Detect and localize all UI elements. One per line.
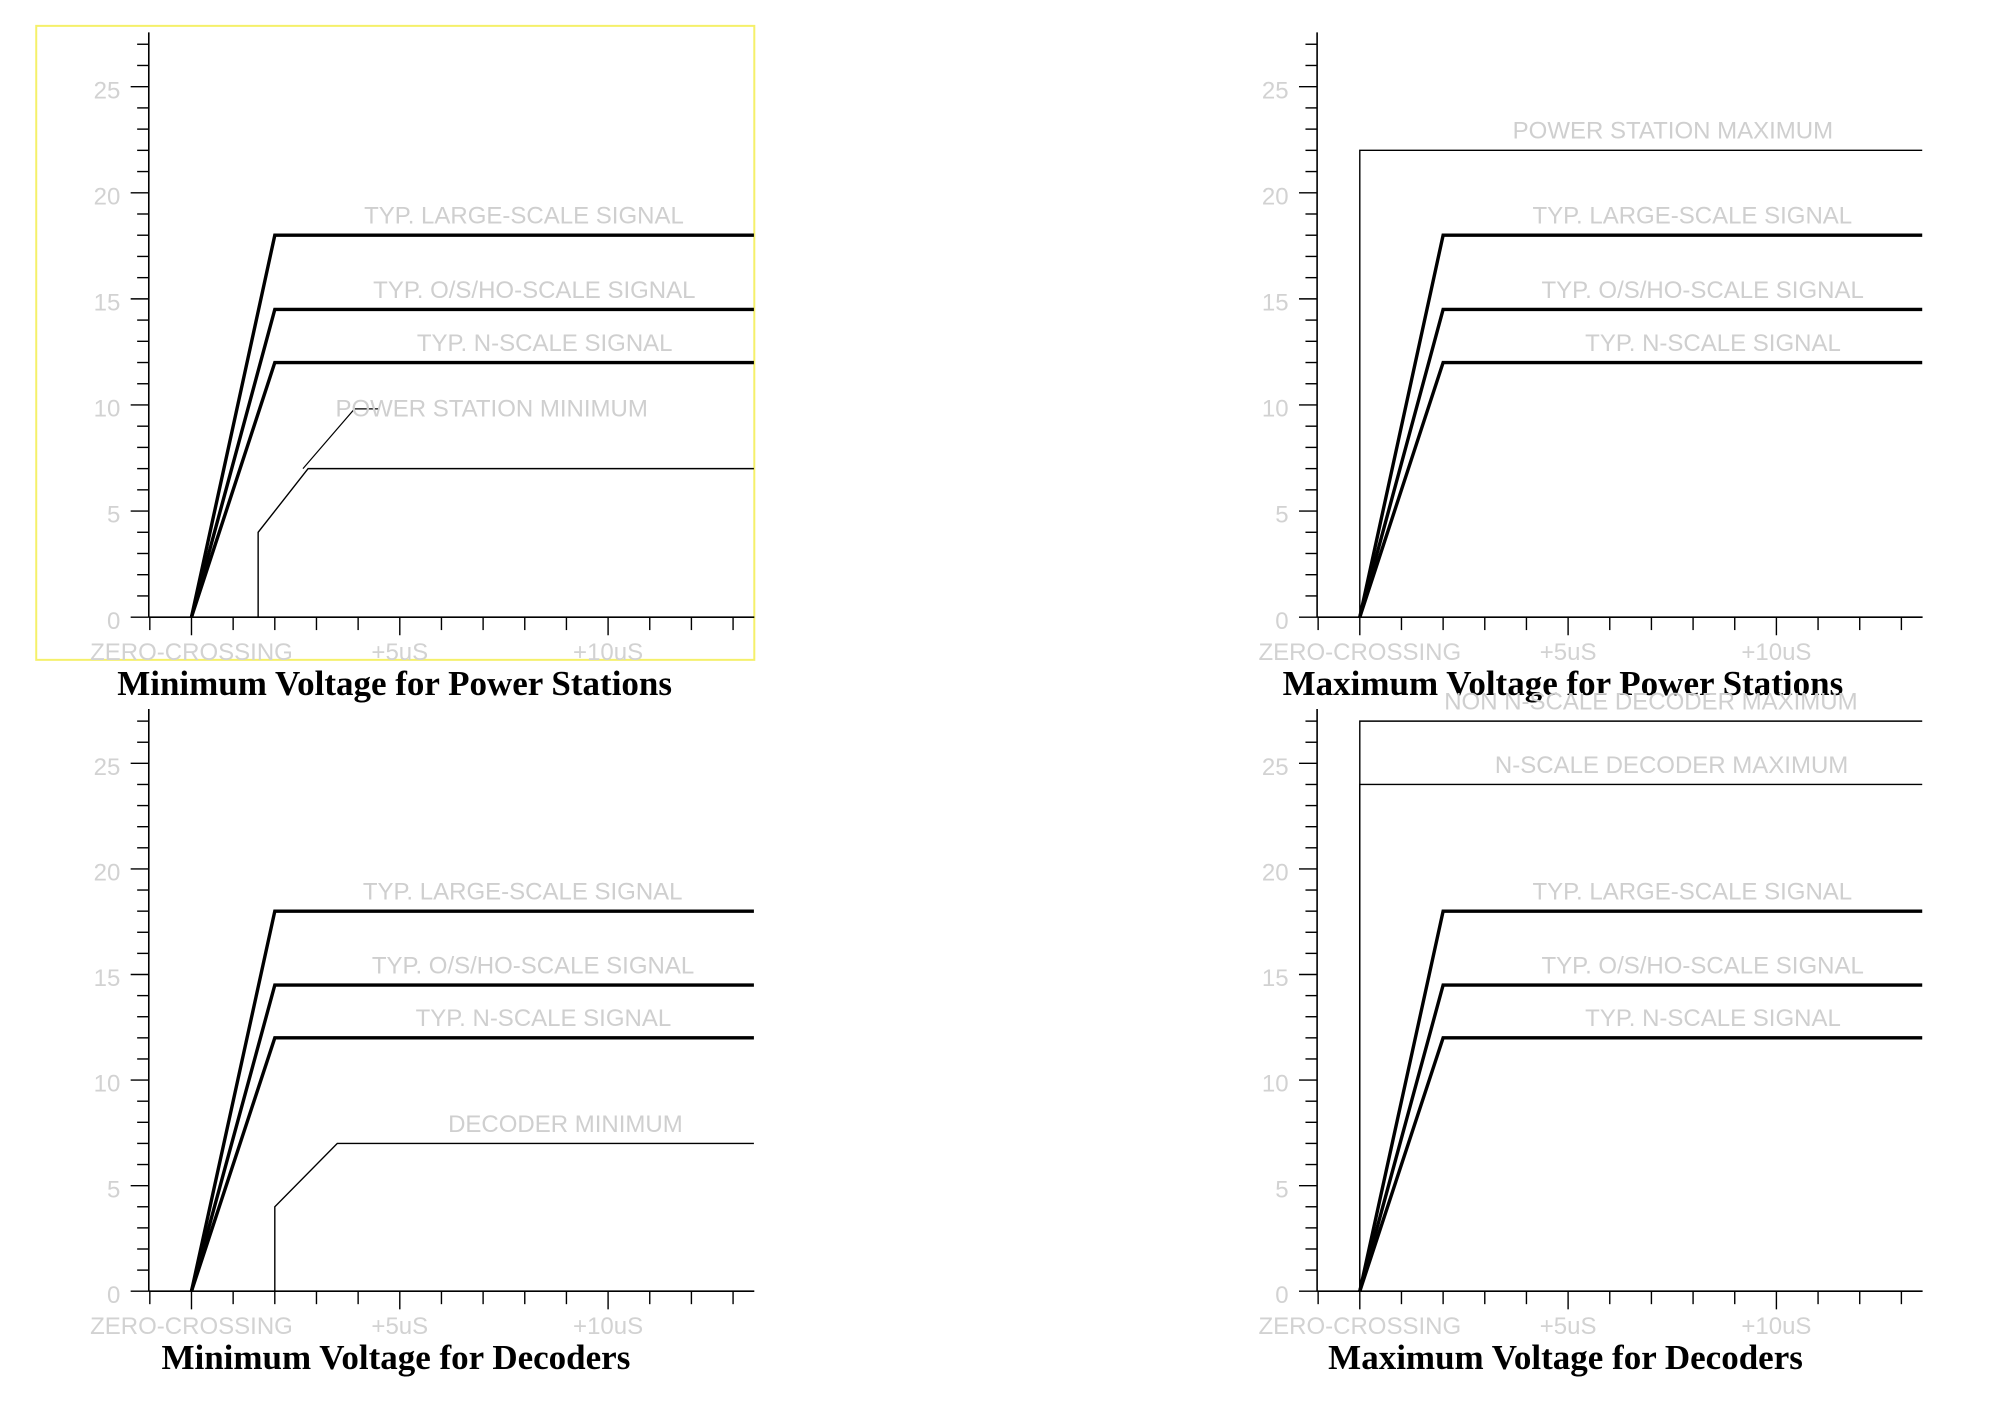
series-line xyxy=(1358,307,1923,618)
series-label: TYP. LARGE-SCALE SIGNAL xyxy=(363,879,683,906)
series-line xyxy=(1358,983,1923,1292)
series-line xyxy=(257,467,754,618)
series-label: POWER STATION MAXIMUM xyxy=(1513,118,1833,145)
x-tick-label: +10uS xyxy=(1741,1313,1811,1340)
series-label: TYP. LARGE-SCALE SIGNAL xyxy=(364,203,684,230)
y-tick-label: 25 xyxy=(1262,754,1289,781)
series-label: TYP. N-SCALE SIGNAL xyxy=(1585,1005,1841,1032)
series-line xyxy=(189,307,754,618)
x-tick-label: ZERO-CROSSING xyxy=(1258,639,1461,666)
y-tick-label: 0 xyxy=(1275,1282,1288,1309)
series-label: NON N-SCALE DECODER MAXIMUM xyxy=(1444,688,1857,715)
y-tick-label: 10 xyxy=(1262,396,1289,423)
series-line xyxy=(1359,783,1923,1292)
y-tick-label: 0 xyxy=(107,1282,120,1309)
x-tick-label: ZERO-CROSSING xyxy=(90,639,293,666)
series-label: TYP. O/S/HO-SCALE SIGNAL xyxy=(372,952,694,979)
series-line xyxy=(189,233,754,618)
series-label: TYP. O/S/HO-SCALE SIGNAL xyxy=(1541,277,1863,304)
series-line xyxy=(189,360,754,618)
selection-highlight-frame xyxy=(35,24,756,661)
x-tick-label: ZERO-CROSSING xyxy=(1258,1313,1461,1340)
y-tick-label: 20 xyxy=(94,860,121,887)
x-tick-label: +5uS xyxy=(1540,639,1597,666)
series-label: N-SCALE DECODER MAXIMUM xyxy=(1495,752,1848,779)
y-tick-label: 5 xyxy=(1275,502,1288,529)
annotation-leader-line xyxy=(302,408,380,470)
series-line xyxy=(1359,149,1923,618)
y-tick-label: 10 xyxy=(1262,1071,1289,1098)
series-line xyxy=(189,983,754,1292)
y-tick-label: 20 xyxy=(1262,860,1289,887)
series-label: POWER STATION MINIMUM xyxy=(335,396,647,423)
y-tick-label: 20 xyxy=(94,183,121,210)
x-tick-label: +5uS xyxy=(371,639,428,666)
series-line xyxy=(189,909,754,1292)
series-line xyxy=(1358,360,1923,618)
x-tick-label: +5uS xyxy=(1540,1313,1597,1340)
y-tick-label: 5 xyxy=(107,502,120,529)
series-line xyxy=(274,1142,754,1292)
chart-title: Maximum Voltage for Power Stations xyxy=(1283,664,1844,703)
series-label: TYP. O/S/HO-SCALE SIGNAL xyxy=(1541,952,1863,979)
y-tick-label: 15 xyxy=(94,965,121,992)
y-tick-label: 0 xyxy=(107,608,120,635)
x-tick-label: +10uS xyxy=(573,1313,643,1340)
y-tick-label: 25 xyxy=(94,754,121,781)
series-line xyxy=(1358,233,1923,618)
series-label: TYP. LARGE-SCALE SIGNAL xyxy=(1532,879,1852,906)
y-tick-label: 15 xyxy=(94,290,121,317)
chart-title: Minimum Voltage for Decoders xyxy=(161,1338,630,1377)
series-line xyxy=(1358,1036,1923,1292)
x-tick-label: +10uS xyxy=(573,639,643,666)
series-label: TYP. N-SCALE SIGNAL xyxy=(1585,330,1841,357)
y-tick-label: 5 xyxy=(107,1176,120,1203)
chart-panel-2: 0 5 10 15 20 25 ZERO-CROSSING +5uS +10uS POWER ST… xyxy=(1258,32,1923,703)
x-tick-label: +5uS xyxy=(371,1313,428,1340)
y-tick-label: 10 xyxy=(94,396,121,423)
series-label: TYP. O/S/HO-SCALE SIGNAL xyxy=(373,277,695,304)
y-tick-label: 15 xyxy=(1262,965,1289,992)
series-line xyxy=(189,1036,754,1292)
y-tick-label: 0 xyxy=(1275,608,1288,635)
y-tick-label: 10 xyxy=(94,1071,121,1098)
chart-panel-3: 0 5 10 15 20 25 ZERO-CROSSING +5uS +10uS TYP. LAR… xyxy=(90,709,755,1377)
x-tick-label: +10uS xyxy=(1741,639,1811,666)
y-tick-label: 25 xyxy=(1262,77,1289,104)
y-tick-label: 25 xyxy=(94,77,121,104)
series-label: DECODER MINIMUM xyxy=(448,1111,683,1138)
y-tick-label: 15 xyxy=(1262,290,1289,317)
chart-title: Minimum Voltage for Power Stations xyxy=(117,664,672,703)
x-tick-label: ZERO-CROSSING xyxy=(90,1313,293,1340)
y-tick-label: 5 xyxy=(1275,1176,1288,1203)
series-label: TYP. LARGE-SCALE SIGNAL xyxy=(1532,203,1852,230)
chart-panel-4: 0 5 10 15 20 25 ZERO-CROSSING +5uS +10uS NON N-SC… xyxy=(1258,688,1923,1377)
series-line xyxy=(1358,909,1923,1292)
series-label: TYP. N-SCALE SIGNAL xyxy=(416,1005,672,1032)
y-tick-label: 20 xyxy=(1262,183,1289,210)
series-label: TYP. N-SCALE SIGNAL xyxy=(417,330,673,357)
chart-panel-1: 0 5 10 15 20 25 ZERO-CROSSING +5uS +10uS TYP. LAR… xyxy=(35,24,756,703)
chart-title: Maximum Voltage for Decoders xyxy=(1328,1338,1803,1377)
